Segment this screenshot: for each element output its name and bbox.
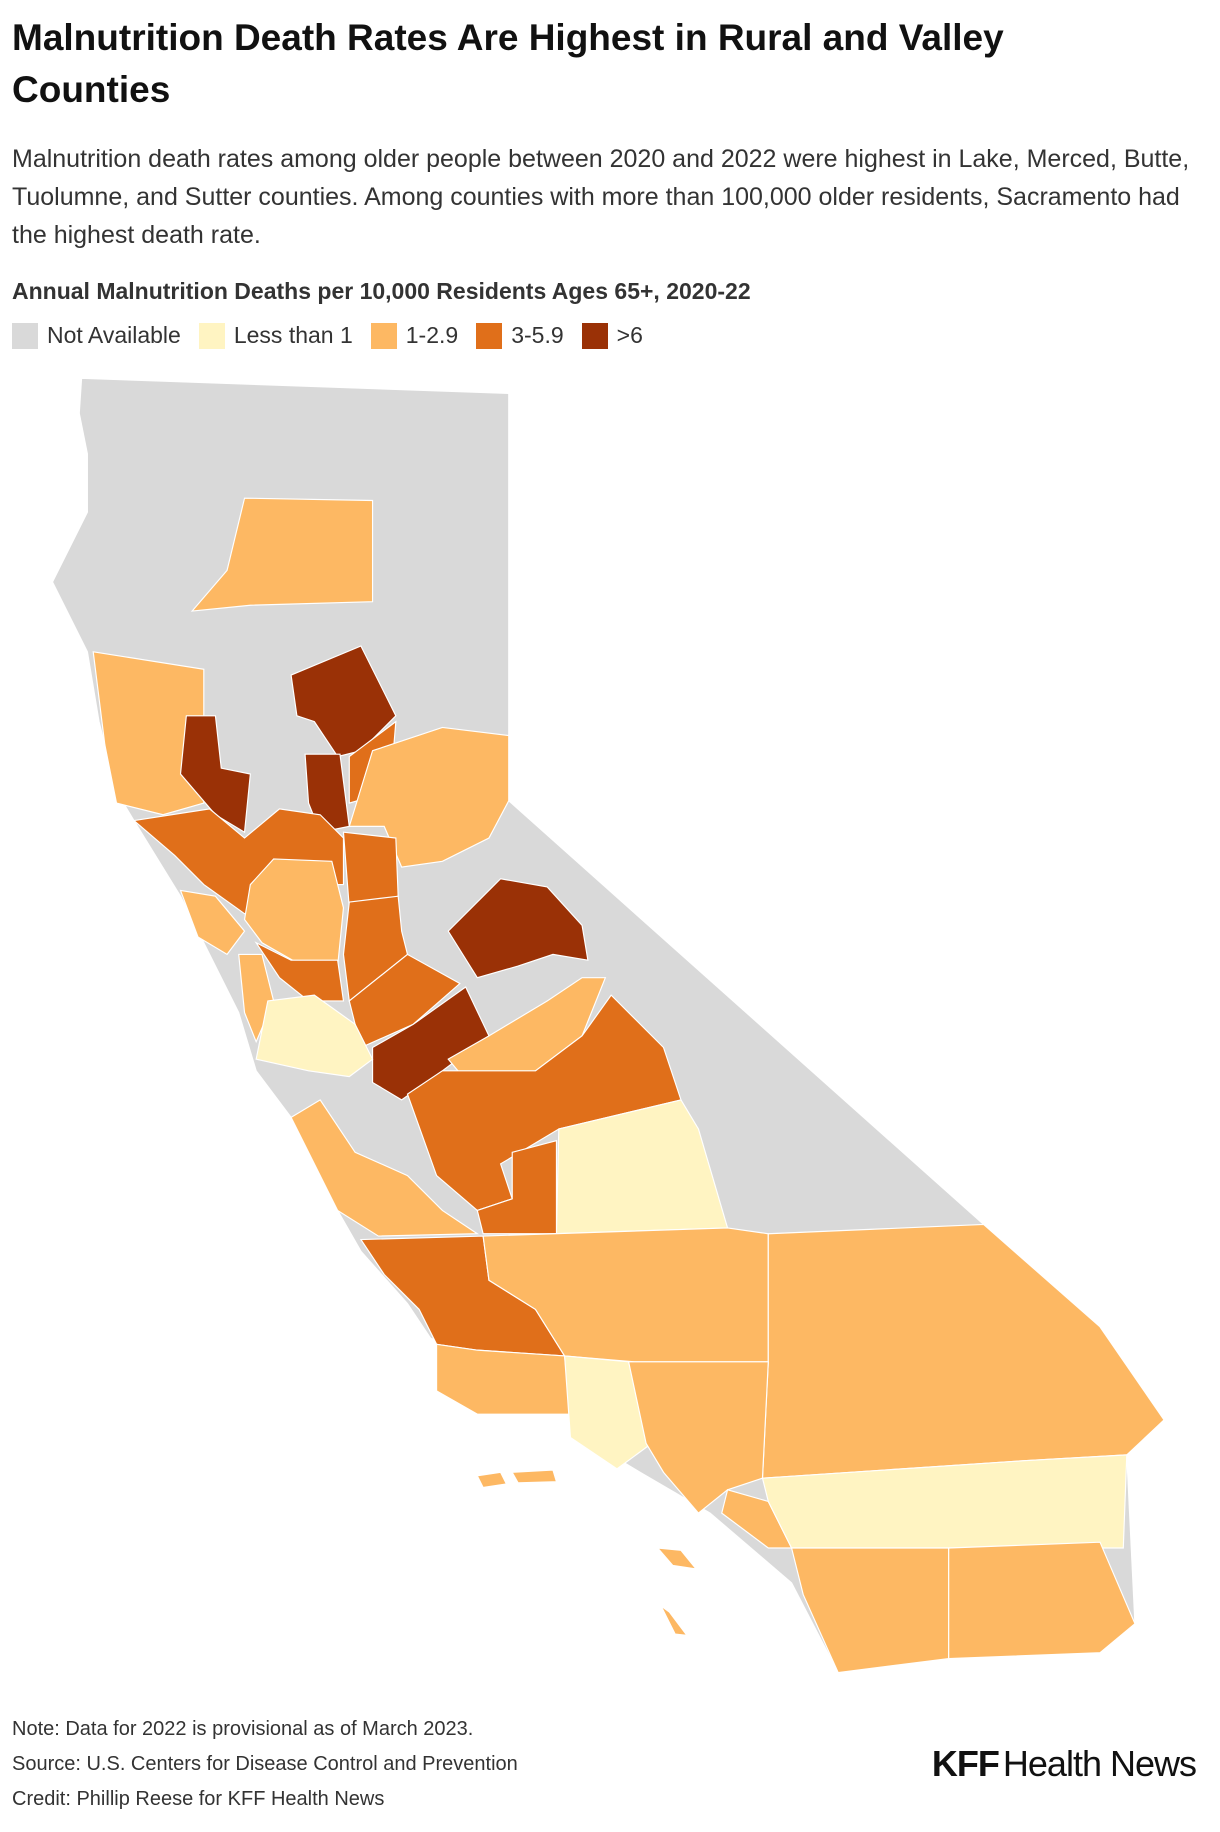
county [179,889,246,956]
county [511,1469,558,1484]
legend-item: 3-5.9 [476,322,564,349]
county [447,878,589,979]
county [348,726,510,868]
county [476,1471,508,1489]
legend-item: 1-2.9 [370,322,459,349]
county [179,715,251,834]
credit: Credit: Phillip Reese for KFF Health New… [12,1788,385,1810]
legend-swatch [581,322,608,349]
legend-label: Not Available [47,322,181,348]
legend-swatch [12,322,38,349]
county [656,1547,698,1570]
legend: Not Available Less than 1 1-2.9 3-5.9 >6 [12,322,661,349]
legend-swatch [198,322,225,349]
county [721,1489,793,1549]
legend-item: Less than 1 [198,322,353,349]
county [435,1343,572,1415]
county [290,1099,480,1237]
county [254,941,345,1002]
county [790,1547,950,1674]
logo-bold: KFF [931,1743,1000,1784]
note: Note: Data for 2022 is provisional as of… [12,1718,474,1740]
subtitle: Malnutrition death rates among older peo… [12,145,1190,249]
legend-item: >6 [581,322,643,349]
county [563,1355,653,1470]
legend-swatch [476,322,503,349]
legend-label: 1-2.9 [405,322,459,348]
source: Source: U.S. Centers for Disease Control… [12,1753,518,1775]
county [255,994,374,1078]
legend-label: 3-5.9 [511,322,564,348]
title: Malnutrition Death Rates Are Highest in … [12,17,1004,110]
legend-swatch [370,322,397,349]
county [948,1541,1136,1660]
county [660,1605,689,1637]
logo: KFF Health News [931,1743,1197,1785]
county [92,651,205,816]
logo-rest: Health News [1002,1743,1197,1784]
county [190,497,374,612]
legend-label: >6 [616,322,643,348]
county [761,1454,1128,1549]
legend-title: Annual Malnutrition Deaths per 10,000 Re… [12,278,751,304]
county [761,1223,1165,1479]
legend-label: Less than 1 [233,322,353,348]
county [342,831,399,909]
county [627,1361,769,1514]
county [290,645,397,758]
county [476,1139,558,1235]
legend-item: Not Available [12,322,181,349]
